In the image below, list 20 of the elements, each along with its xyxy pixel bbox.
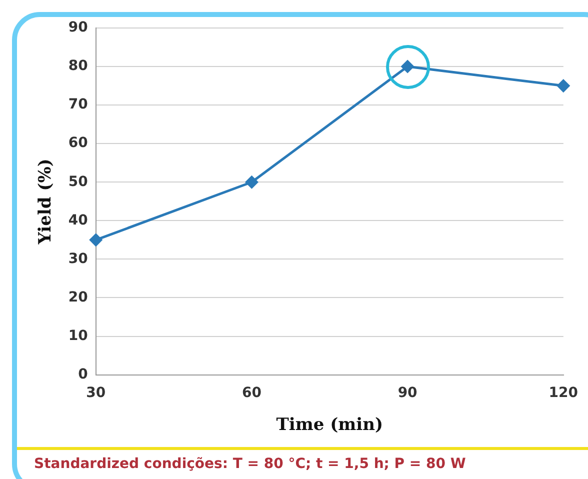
x-tick-label: 30 xyxy=(86,384,106,401)
y-axis-title: Yield (%) xyxy=(36,158,56,246)
y-tick-label: 60 xyxy=(68,135,88,152)
y-tick-label: 90 xyxy=(68,20,88,36)
y-tick-label: 80 xyxy=(68,58,88,74)
point xyxy=(245,176,258,188)
y-tick-label: 20 xyxy=(68,289,88,306)
y-tick-label: 50 xyxy=(68,174,88,190)
y-tick-label: 30 xyxy=(68,250,88,267)
point xyxy=(90,234,102,246)
y-tick-label: 70 xyxy=(68,96,88,113)
text: Standardized condições: T = 80 °C; t = 1,5 h; P = 80 W xyxy=(34,456,466,472)
x-tick-label: 90 xyxy=(398,384,418,401)
y-tick-label: 0 xyxy=(78,366,88,382)
x-tick-label: 120 xyxy=(548,384,578,401)
y-tick-label: 10 xyxy=(68,328,88,344)
y-tick-label: 40 xyxy=(68,212,88,228)
point xyxy=(557,80,570,92)
x-axis-title: Time (min) xyxy=(276,415,384,436)
x-tick-label: 60 xyxy=(242,384,262,401)
